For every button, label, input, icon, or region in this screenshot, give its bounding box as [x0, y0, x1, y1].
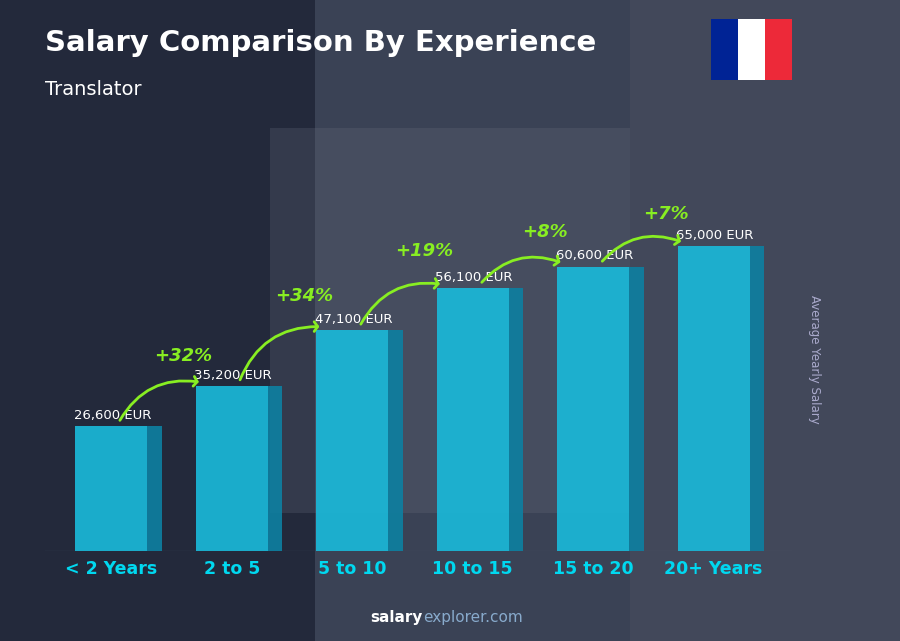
- Text: +7%: +7%: [643, 205, 689, 223]
- Text: salary: salary: [371, 610, 423, 625]
- Bar: [630, 0, 900, 641]
- Bar: [0, 0, 315, 641]
- FancyBboxPatch shape: [75, 426, 148, 551]
- FancyBboxPatch shape: [436, 288, 508, 551]
- Bar: [711, 19, 738, 80]
- Text: explorer.com: explorer.com: [423, 610, 523, 625]
- Text: 56,100 EUR: 56,100 EUR: [436, 271, 513, 283]
- Polygon shape: [750, 246, 764, 551]
- Text: +8%: +8%: [522, 223, 568, 241]
- Bar: [738, 19, 765, 80]
- Text: +19%: +19%: [395, 242, 454, 260]
- FancyBboxPatch shape: [316, 330, 389, 551]
- Polygon shape: [629, 267, 643, 551]
- Text: Salary Comparison By Experience: Salary Comparison By Experience: [45, 29, 596, 57]
- Text: 60,600 EUR: 60,600 EUR: [556, 249, 633, 262]
- Text: Translator: Translator: [45, 80, 141, 99]
- Text: +32%: +32%: [155, 347, 212, 365]
- Text: Average Yearly Salary: Average Yearly Salary: [808, 295, 821, 423]
- Polygon shape: [268, 386, 283, 551]
- Text: 26,600 EUR: 26,600 EUR: [74, 409, 151, 422]
- Bar: [765, 19, 792, 80]
- Polygon shape: [389, 330, 403, 551]
- Text: +34%: +34%: [275, 287, 333, 304]
- FancyBboxPatch shape: [678, 246, 750, 551]
- Text: 47,100 EUR: 47,100 EUR: [315, 313, 392, 326]
- FancyBboxPatch shape: [195, 386, 268, 551]
- Bar: [315, 0, 630, 641]
- FancyBboxPatch shape: [557, 267, 629, 551]
- Bar: [270, 128, 630, 513]
- Polygon shape: [508, 288, 523, 551]
- Text: 35,200 EUR: 35,200 EUR: [194, 369, 272, 381]
- Text: 65,000 EUR: 65,000 EUR: [676, 229, 753, 242]
- Polygon shape: [148, 426, 162, 551]
